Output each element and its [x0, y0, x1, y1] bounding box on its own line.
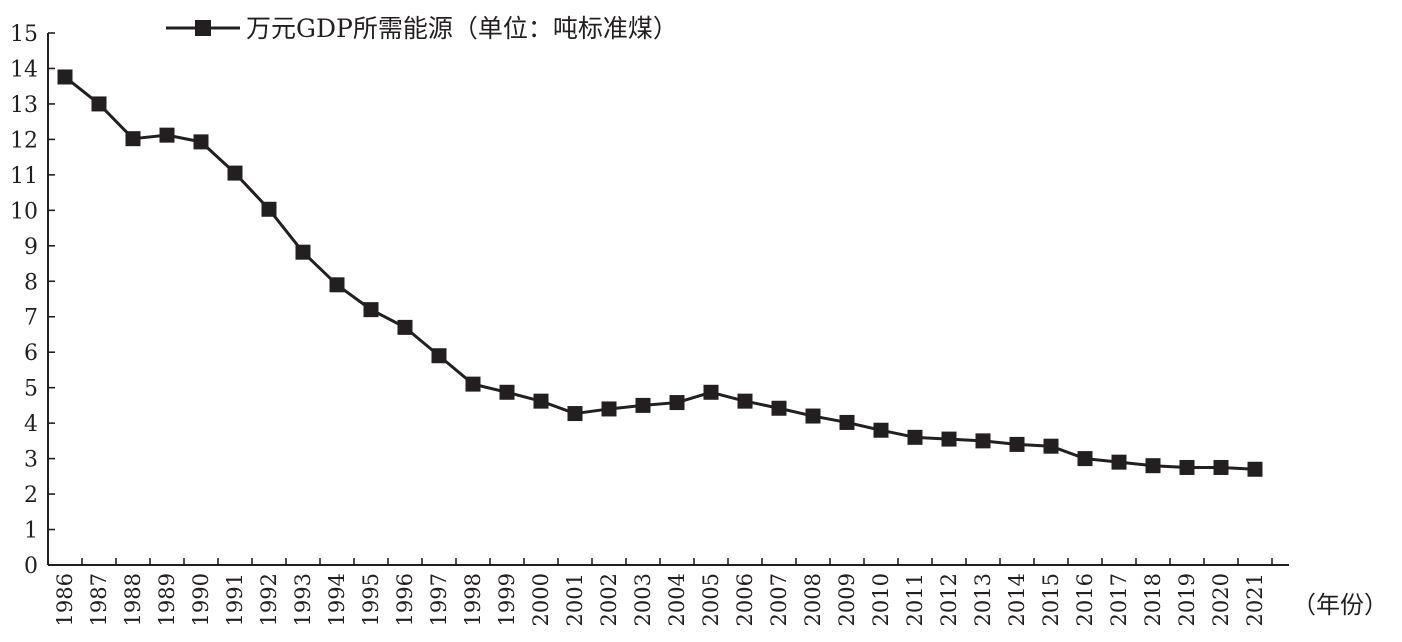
data-point-marker	[329, 277, 345, 293]
data-point-marker	[1043, 438, 1059, 454]
x-tick-label: 1997	[427, 573, 451, 626]
y-tick-label: 5	[24, 377, 38, 402]
data-point-marker	[635, 397, 651, 413]
data-point-marker	[567, 406, 583, 422]
x-tick-label: 2004	[665, 573, 689, 626]
x-tick-label: 1986	[53, 573, 77, 626]
x-tick-label: 2021	[1243, 573, 1267, 626]
x-tick-label: 1992	[257, 573, 281, 626]
y-tick-label: 2	[24, 483, 38, 508]
legend-square-marker	[195, 20, 211, 36]
y-tick-label: 1	[24, 519, 38, 544]
x-tick-label: 1995	[359, 573, 383, 626]
legend-label: 万元GDP所需能源（单位：吨标准煤）	[246, 14, 678, 43]
x-tick-label: 2012	[937, 573, 961, 626]
x-tick-label: 2009	[835, 573, 859, 626]
data-point-marker	[57, 69, 73, 85]
y-tick-label: 15	[10, 22, 38, 47]
y-tick-label: 8	[24, 270, 38, 295]
x-tick-label: 1989	[155, 573, 179, 626]
data-point-marker	[125, 131, 141, 147]
x-tick-label: 2005	[699, 573, 723, 626]
y-tick-label: 3	[24, 448, 38, 473]
x-tick-label: 2000	[529, 573, 553, 626]
data-point-marker	[805, 408, 821, 424]
data-point-marker	[227, 165, 243, 181]
x-tick-label: 2013	[971, 573, 995, 626]
x-tick-label: 1988	[121, 573, 145, 626]
x-tick-label: 2017	[1107, 573, 1131, 626]
x-tick-label: 1999	[495, 573, 519, 626]
x-tick-label: 1990	[189, 573, 213, 626]
x-tick-label: 2001	[563, 573, 587, 626]
data-point-marker	[703, 384, 719, 400]
y-tick-label: 10	[10, 199, 38, 224]
x-tick-label: 2011	[903, 573, 927, 626]
x-tick-label: 1991	[223, 573, 247, 626]
x-tick-label: 1993	[291, 573, 315, 626]
data-point-marker	[397, 319, 413, 335]
data-point-marker	[907, 429, 923, 445]
data-point-marker	[533, 393, 549, 409]
data-point-marker	[1145, 458, 1161, 474]
y-tick-label: 14	[10, 57, 38, 82]
data-point-marker	[363, 302, 379, 318]
data-point-marker	[1111, 454, 1127, 470]
data-point-marker	[465, 376, 481, 392]
data-point-marker	[431, 348, 447, 364]
axes	[47, 33, 1289, 566]
data-point-marker	[261, 201, 277, 217]
x-tick-label: 2007	[767, 573, 791, 626]
data-point-marker	[193, 134, 209, 150]
x-tick-label: 1994	[325, 573, 349, 626]
x-tick-label: 2014	[1005, 573, 1029, 626]
legend: 万元GDP所需能源（单位：吨标准煤）	[166, 14, 678, 43]
data-point-marker	[499, 384, 515, 400]
data-point-marker	[159, 127, 175, 143]
data-point-marker	[1179, 459, 1195, 475]
x-tick-label: 2015	[1039, 573, 1063, 626]
data-point-marker	[839, 414, 855, 430]
data-point-marker	[295, 244, 311, 260]
data-point-marker	[1009, 436, 1025, 452]
x-tick-label: 2006	[733, 573, 757, 626]
y-tick-label: 11	[10, 164, 38, 189]
x-tick-label: 2003	[631, 573, 655, 626]
y-tick-label: 9	[24, 235, 38, 260]
x-tick-label: 2019	[1175, 573, 1199, 626]
data-point-marker	[601, 401, 617, 417]
data-point-marker	[941, 431, 957, 447]
x-tick-label: 1996	[393, 573, 417, 626]
x-tick-label: 2008	[801, 573, 825, 626]
x-tick-label: 2002	[597, 573, 621, 626]
data-point-marker	[1213, 459, 1229, 475]
data-point-marker	[873, 422, 889, 438]
y-tick-label: 13	[10, 93, 38, 118]
y-tick-label: 4	[24, 412, 38, 437]
y-tick-label: 7	[24, 306, 38, 331]
series-layer	[57, 69, 1263, 477]
data-point-marker	[669, 395, 685, 411]
y-tick-label: 6	[24, 341, 38, 366]
y-tick-label: 0	[24, 554, 38, 579]
x-axis-label: （年份）	[1292, 591, 1388, 619]
x-tick-label: 2010	[869, 573, 893, 626]
data-point-marker	[737, 393, 753, 409]
data-point-marker	[1247, 461, 1263, 477]
x-tick-label: 2018	[1141, 573, 1165, 626]
data-point-marker	[975, 433, 991, 449]
x-tick-label: 2016	[1073, 573, 1097, 626]
x-tick-label: 1998	[461, 573, 485, 626]
data-point-marker	[1077, 451, 1093, 467]
series-line	[64, 75, 1256, 471]
data-point-marker	[91, 96, 107, 112]
y-tick-label: 12	[10, 128, 38, 153]
x-tick-label: 2020	[1209, 573, 1233, 626]
data-point-marker	[771, 400, 787, 416]
x-tick-label: 1987	[87, 573, 111, 626]
